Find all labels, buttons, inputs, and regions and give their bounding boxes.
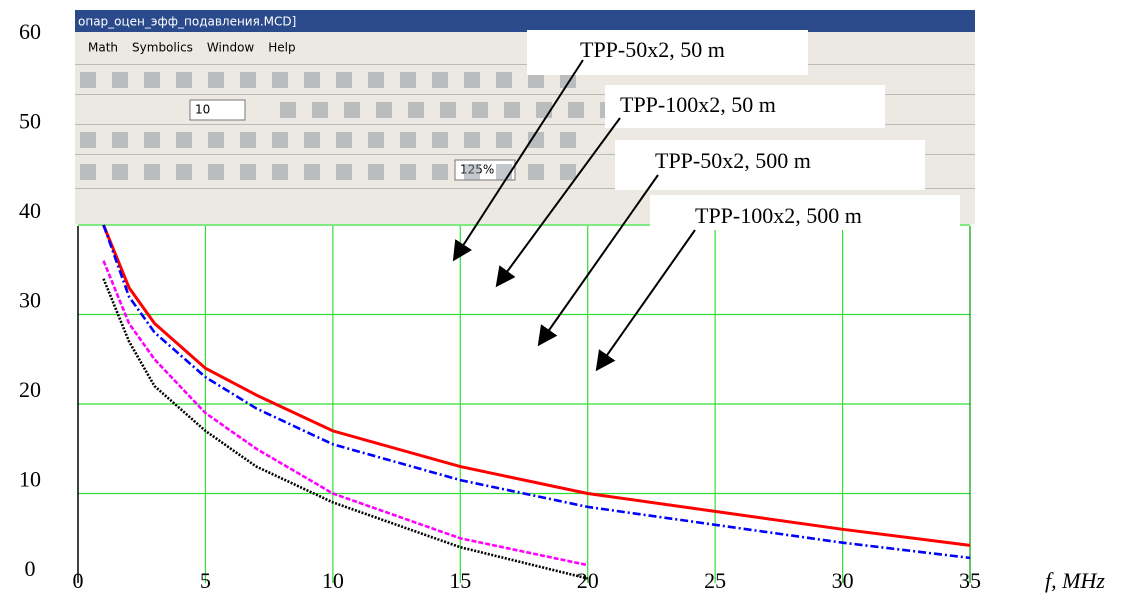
page: опар_оцен_эфф_подавления.MCD] 10 125% Ma… [0, 0, 1134, 604]
toolbar-icon [144, 164, 160, 180]
toolbar-icon [440, 102, 456, 118]
toolbar-icon [496, 72, 512, 88]
toolbar-icon [80, 132, 96, 148]
toolbar-icon [304, 132, 320, 148]
annotation-label: TPP-100x2, 50 m [620, 92, 776, 117]
toolbar-icon [312, 102, 328, 118]
y-tick-label: 50 [19, 109, 41, 134]
toolbar-icon [272, 72, 288, 88]
toolbar-icon [176, 72, 192, 88]
menu-item[interactable]: Help [268, 41, 295, 55]
chart: опар_оцен_эфф_подавления.MCD] 10 125% Ma… [0, 0, 1134, 604]
toolbar-icon [272, 164, 288, 180]
toolbar-icon [304, 164, 320, 180]
toolbar-icon [80, 164, 96, 180]
toolbar-icon [208, 72, 224, 88]
annotation-arrow [598, 230, 695, 368]
font-size: 10 [195, 103, 210, 117]
toolbar-icon [240, 164, 256, 180]
separator [75, 64, 975, 65]
toolbar-icon [400, 72, 416, 88]
toolbar-icon [368, 72, 384, 88]
toolbar-icon [400, 132, 416, 148]
toolbar-icon [464, 132, 480, 148]
toolbar-icon [336, 72, 352, 88]
x-tick-label: 25 [704, 568, 726, 593]
menu-item[interactable]: Symbolics [132, 41, 193, 55]
annotation-label: TPP-50x2, 50 m [580, 37, 725, 62]
y-tick-label: 40 [19, 198, 41, 223]
y-tick-label: 20 [19, 377, 41, 402]
toolbar-icon [240, 72, 256, 88]
toolbar-icon [568, 102, 584, 118]
x-tick-label: 0 [73, 568, 84, 593]
toolbar-icon [144, 132, 160, 148]
toolbar-icon [240, 132, 256, 148]
toolbar-icon [176, 132, 192, 148]
toolbar-icon [432, 72, 448, 88]
toolbar-icon [344, 102, 360, 118]
toolbar-icon [80, 72, 96, 88]
toolbar-icon [112, 72, 128, 88]
series-line [104, 225, 971, 545]
toolbar-icon [368, 132, 384, 148]
y-tick-label: 30 [19, 288, 41, 313]
toolbar-icon [112, 164, 128, 180]
y-tick-label: 0 [25, 556, 36, 581]
toolbar-icon [496, 132, 512, 148]
toolbar-icon [376, 102, 392, 118]
toolbar-icon [368, 164, 384, 180]
toolbar-icon [280, 102, 296, 118]
toolbar-icon [464, 164, 480, 180]
toolbar-icon [560, 164, 576, 180]
annotation-label: TPP-50x2, 500 m [655, 148, 811, 173]
x-tick-label: 35 [959, 568, 981, 593]
toolbar-icon [176, 164, 192, 180]
x-tick-label: 5 [200, 568, 211, 593]
y-tick-label: 60 [19, 19, 41, 44]
toolbar-icon [472, 102, 488, 118]
toolbar-icon [464, 72, 480, 88]
x-tick-label: 20 [577, 568, 599, 593]
toolbar-icon [528, 164, 544, 180]
toolbar-icon [336, 132, 352, 148]
toolbar-icon [144, 72, 160, 88]
toolbar-icon [208, 132, 224, 148]
toolbar-icon [112, 132, 128, 148]
toolbar-icon [504, 102, 520, 118]
y-tick-label: 10 [19, 467, 41, 492]
series-line [104, 225, 971, 558]
toolbar-icon [432, 164, 448, 180]
toolbar-icon [400, 164, 416, 180]
annotation-label: TPP-100x2, 500 m [695, 203, 862, 228]
window-title: опар_оцен_эфф_подавления.MCD] [78, 15, 296, 29]
toolbar-icon [432, 132, 448, 148]
toolbar-icon [408, 102, 424, 118]
x-tick-label: 10 [322, 568, 344, 593]
toolbar-icon [336, 164, 352, 180]
toolbar-icon [560, 132, 576, 148]
x-axis-label: f, MHz [1045, 568, 1105, 593]
series-line [104, 261, 588, 565]
toolbar-icon [272, 132, 288, 148]
menu-item[interactable]: Window [207, 41, 255, 55]
menu-item[interactable]: Math [88, 41, 118, 55]
toolbar-icon [304, 72, 320, 88]
toolbar-icon [208, 164, 224, 180]
series-line [104, 279, 588, 579]
x-tick-label: 15 [449, 568, 471, 593]
x-tick-label: 30 [832, 568, 854, 593]
